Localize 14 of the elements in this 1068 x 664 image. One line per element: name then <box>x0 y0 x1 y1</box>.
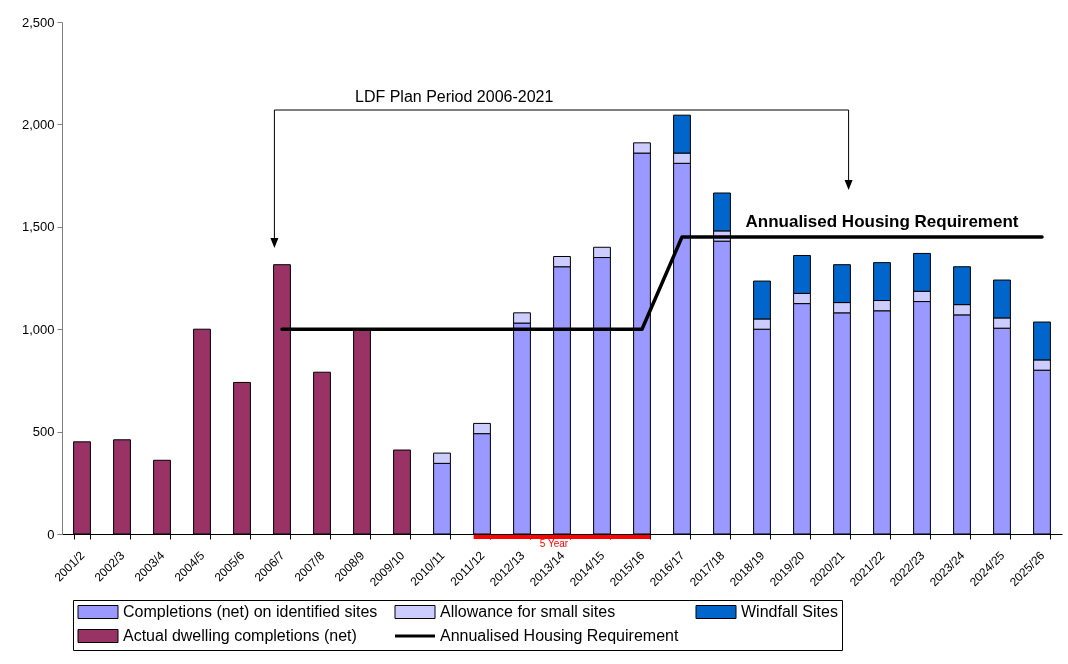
y-tick-label: 0 <box>47 526 55 542</box>
legend-label: Windfall Sites <box>741 603 838 620</box>
legend-label: Completions (net) on identified sites <box>123 603 378 620</box>
legend-label: Actual dwelling completions (net) <box>123 627 357 644</box>
legend-label: Allowance for small sites <box>440 603 616 620</box>
legend-label: Annualised Housing Requirement <box>440 627 679 644</box>
y-tick-label: 1,500 <box>21 219 55 235</box>
y-tick-label: 2,500 <box>21 14 55 30</box>
y-tick-label: 500 <box>32 424 55 440</box>
annotation: LDF Plan Period 2006-2021 <box>355 88 554 105</box>
annotation: Annualised Housing Requirement <box>745 212 1019 232</box>
y-tick-label: 2,000 <box>21 116 55 132</box>
y-tick-label: 1,000 <box>21 321 55 337</box>
annotation: 5 Year <box>539 538 569 549</box>
